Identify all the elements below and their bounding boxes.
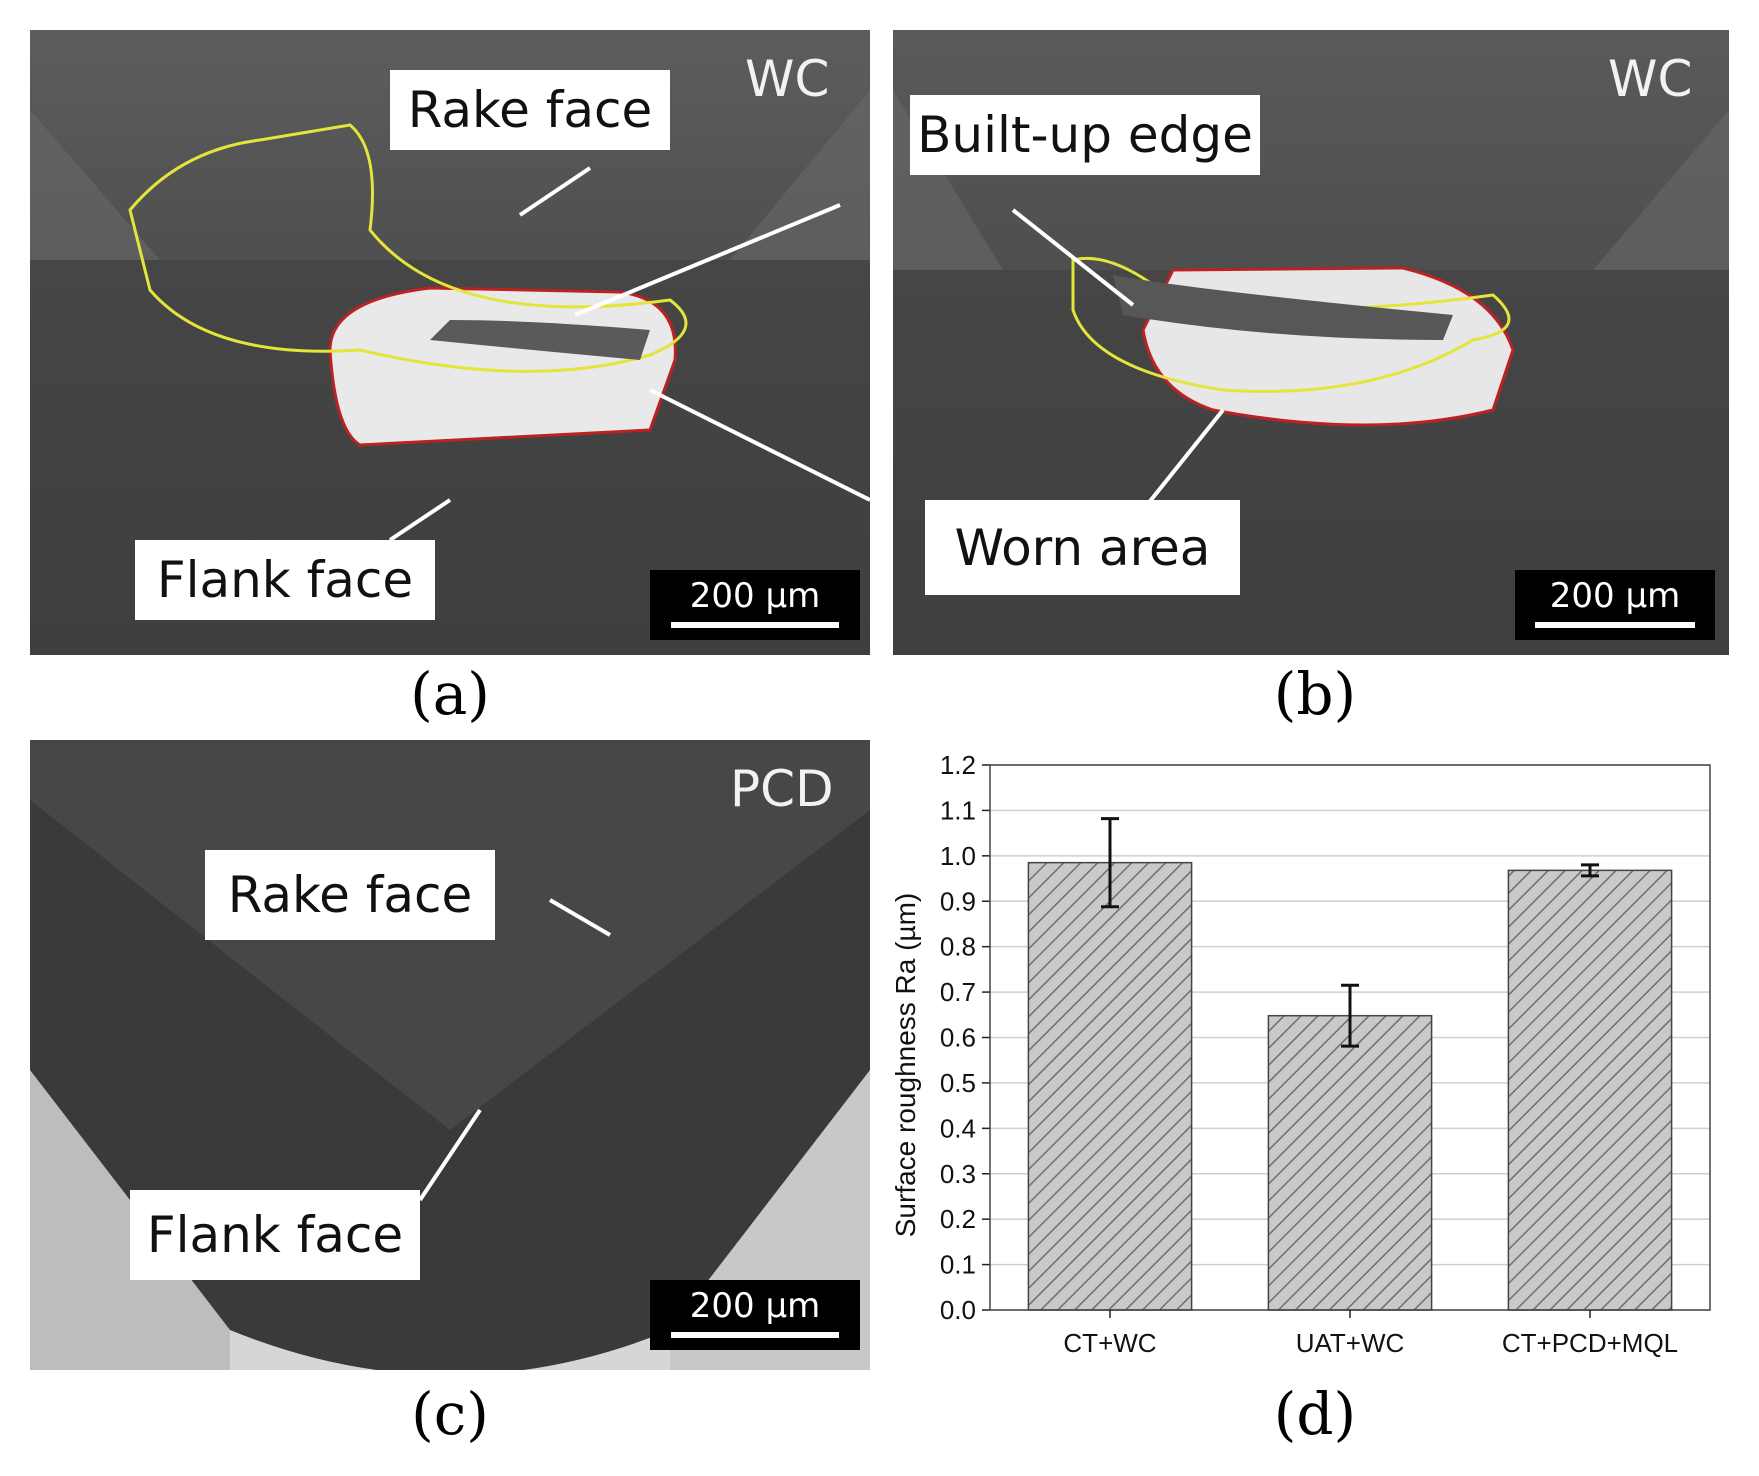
- scale-bar-a: 200 µm: [650, 570, 860, 640]
- worn-area-callout: Worn area: [925, 500, 1240, 595]
- scale-bar-text-a: 200 µm: [689, 576, 821, 616]
- y-tick-label: 1.2: [940, 750, 976, 780]
- rake-face-callout-a: Rake face: [390, 70, 670, 150]
- flank-face-callout-c: Flank face: [130, 1190, 420, 1280]
- material-label-b: WC: [1608, 50, 1693, 108]
- y-tick-label: 0.1: [940, 1250, 976, 1280]
- bar-uat-wc: [1267, 1014, 1433, 1311]
- y-tick-label: 0.0: [940, 1295, 976, 1325]
- rake-face-callout-c: Rake face: [205, 850, 495, 940]
- micrograph-a: Rake face Flank face WC 200 µm: [30, 30, 870, 655]
- scale-bar-text-c: 200 µm: [689, 1286, 821, 1326]
- built-up-edge-callout: Built-up edge: [910, 95, 1260, 175]
- material-label-c: PCD: [730, 760, 834, 818]
- x-tick-label: UAT+WC: [1296, 1328, 1405, 1358]
- panel-label-d: (d): [1273, 1380, 1357, 1448]
- flank-face-callout-a: Flank face: [135, 540, 435, 620]
- x-tick-label: CT+PCD+MQL: [1502, 1328, 1678, 1358]
- scale-bar-b: 200 µm: [1515, 570, 1715, 640]
- roughness-chart-svg: 0.0 0.1 0.2 0.3 0.4 0.5 0.6 0.7 0.8 0.9 1.0 1.1 1.2 C…: [890, 750, 1711, 1358]
- y-tick-label: 0.2: [940, 1204, 976, 1234]
- scale-bar-c: 200 µm: [650, 1280, 860, 1350]
- x-tick-label: CT+WC: [1063, 1328, 1156, 1358]
- y-tick-label: 0.6: [940, 1023, 976, 1053]
- micrograph-c: Rake face Flank face PCD 200 µm: [30, 740, 870, 1370]
- y-tick-label: 0.9: [940, 886, 976, 916]
- y-tick-label: 1.0: [940, 841, 976, 871]
- roughness-chart: 0.0 0.1 0.2 0.3 0.4 0.5 0.6 0.7 0.8 0.9 1.0 1.1 1.2 C…: [880, 740, 1740, 1380]
- y-tick-label: 0.7: [940, 977, 976, 1007]
- y-tick-label: 0.8: [940, 932, 976, 962]
- bar-ct-wc: [1027, 861, 1193, 1311]
- y-axis-label: Surface roughness Ra (µm): [890, 893, 921, 1238]
- y-tick-label: 0.3: [940, 1159, 976, 1189]
- panel-label-b: (b): [1273, 660, 1357, 728]
- y-tick-label: 0.4: [940, 1113, 976, 1143]
- material-label-a: WC: [745, 50, 830, 108]
- bar-ct-pcd-mql: [1507, 869, 1673, 1311]
- y-tick-label: 0.5: [940, 1068, 976, 1098]
- panel-label-c: (c): [411, 1380, 489, 1448]
- panel-label-a: (a): [410, 660, 490, 728]
- y-tick-label: 1.1: [940, 795, 976, 825]
- scale-bar-text-b: 200 µm: [1549, 576, 1681, 616]
